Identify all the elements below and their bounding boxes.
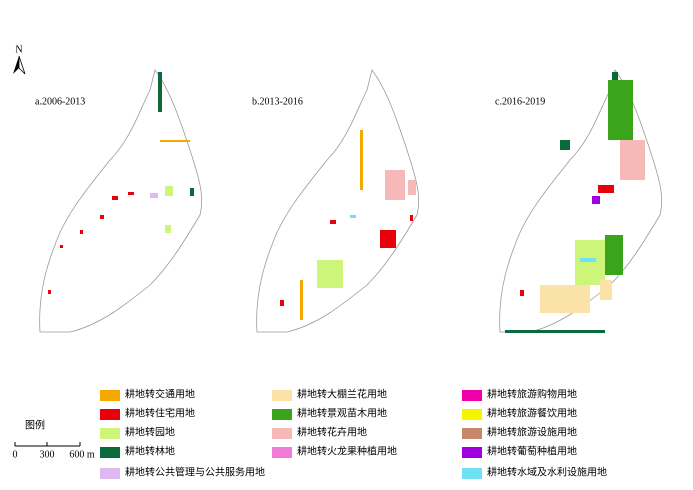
panel: a.2006-2013 — [35, 69, 203, 333]
patch — [160, 140, 190, 142]
patch — [408, 180, 416, 195]
patch — [330, 220, 336, 224]
patch — [150, 193, 158, 198]
legend-label: 耕地转旅游餐饮用地 — [487, 406, 577, 419]
legend-swatch — [100, 468, 120, 479]
patch — [410, 215, 413, 221]
legend-swatch — [462, 428, 482, 439]
legend-label: 耕地转火龙果种植用地 — [297, 444, 397, 457]
panel-label: c.2016-2019 — [495, 96, 545, 107]
patch — [128, 192, 134, 195]
legend-label: 耕地转林地 — [125, 444, 175, 457]
patch — [612, 72, 618, 80]
north-label: N — [15, 44, 22, 55]
legend-label: 耕地转公共管理与公共服务用地 — [125, 465, 265, 478]
legend-swatch — [100, 447, 120, 458]
patch — [598, 185, 614, 193]
patch — [360, 130, 363, 190]
panel: b.2013-2016 — [252, 69, 420, 333]
patch — [165, 186, 173, 196]
legend-label: 耕地转大棚兰花用地 — [297, 387, 387, 400]
patch — [112, 196, 118, 200]
legend-swatch — [100, 390, 120, 401]
legend-swatch — [272, 409, 292, 420]
patch — [520, 290, 524, 296]
scale-label: 600 m — [69, 449, 95, 460]
legend-swatch — [462, 468, 482, 479]
patch — [592, 196, 600, 204]
panels: a.2006-2013 b.2013-2016 c.2016-2019 — [35, 69, 663, 333]
legend-swatch — [272, 428, 292, 439]
patch — [575, 240, 605, 285]
patch — [100, 215, 104, 219]
land-change-patches — [48, 72, 194, 294]
patch — [165, 225, 171, 233]
patch — [60, 245, 63, 248]
patch — [48, 290, 51, 294]
patch — [620, 140, 645, 180]
legend-title: 图例 — [25, 418, 45, 431]
legend-label: 耕地转葡萄种植用地 — [487, 444, 577, 457]
patch — [280, 300, 284, 306]
scale-label: 300 — [40, 449, 55, 460]
scale-bar: 0 300 600 m — [13, 442, 95, 460]
patch — [350, 215, 356, 218]
land-change-patches — [280, 130, 416, 320]
land-change-patches — [505, 72, 645, 333]
panel-label: a.2006-2013 — [35, 96, 85, 107]
legend-swatch — [272, 447, 292, 458]
legend-label: 耕地转花卉用地 — [297, 425, 367, 438]
patch — [505, 330, 605, 333]
legend-label: 耕地转水域及水利设施用地 — [487, 465, 607, 478]
north-arrow-right — [18, 55, 26, 75]
legend-swatch — [462, 390, 482, 401]
legend-swatch — [100, 409, 120, 420]
patch — [608, 80, 633, 140]
patch — [605, 235, 623, 275]
scale-label: 0 — [13, 449, 18, 460]
patch — [600, 280, 612, 300]
legend-label: 耕地转景观苗木用地 — [297, 406, 387, 419]
patch — [560, 140, 570, 150]
patch — [317, 260, 343, 288]
patch — [380, 230, 396, 248]
patch — [580, 258, 596, 262]
legend-label: 耕地转交通用地 — [125, 387, 195, 400]
island-outline — [256, 69, 420, 333]
patch — [190, 188, 194, 196]
patch — [80, 230, 83, 234]
panel-label: b.2013-2016 — [252, 96, 303, 107]
legend-swatch — [100, 428, 120, 439]
legend-label: 耕地转园地 — [125, 425, 175, 438]
legend-swatch — [462, 447, 482, 458]
patch — [385, 170, 405, 200]
patch — [158, 72, 162, 112]
north-arrow: N — [13, 44, 26, 75]
legend-swatch — [272, 390, 292, 401]
patch — [300, 280, 303, 320]
legend-label: 耕地转旅游购物用地 — [487, 387, 577, 400]
north-arrow-left — [13, 56, 19, 74]
legend-label: 耕地转旅游设施用地 — [487, 425, 577, 438]
legend-swatch — [462, 409, 482, 420]
island-outline — [39, 69, 203, 333]
legend-label: 耕地转住宅用地 — [125, 406, 195, 419]
patch — [540, 285, 590, 313]
